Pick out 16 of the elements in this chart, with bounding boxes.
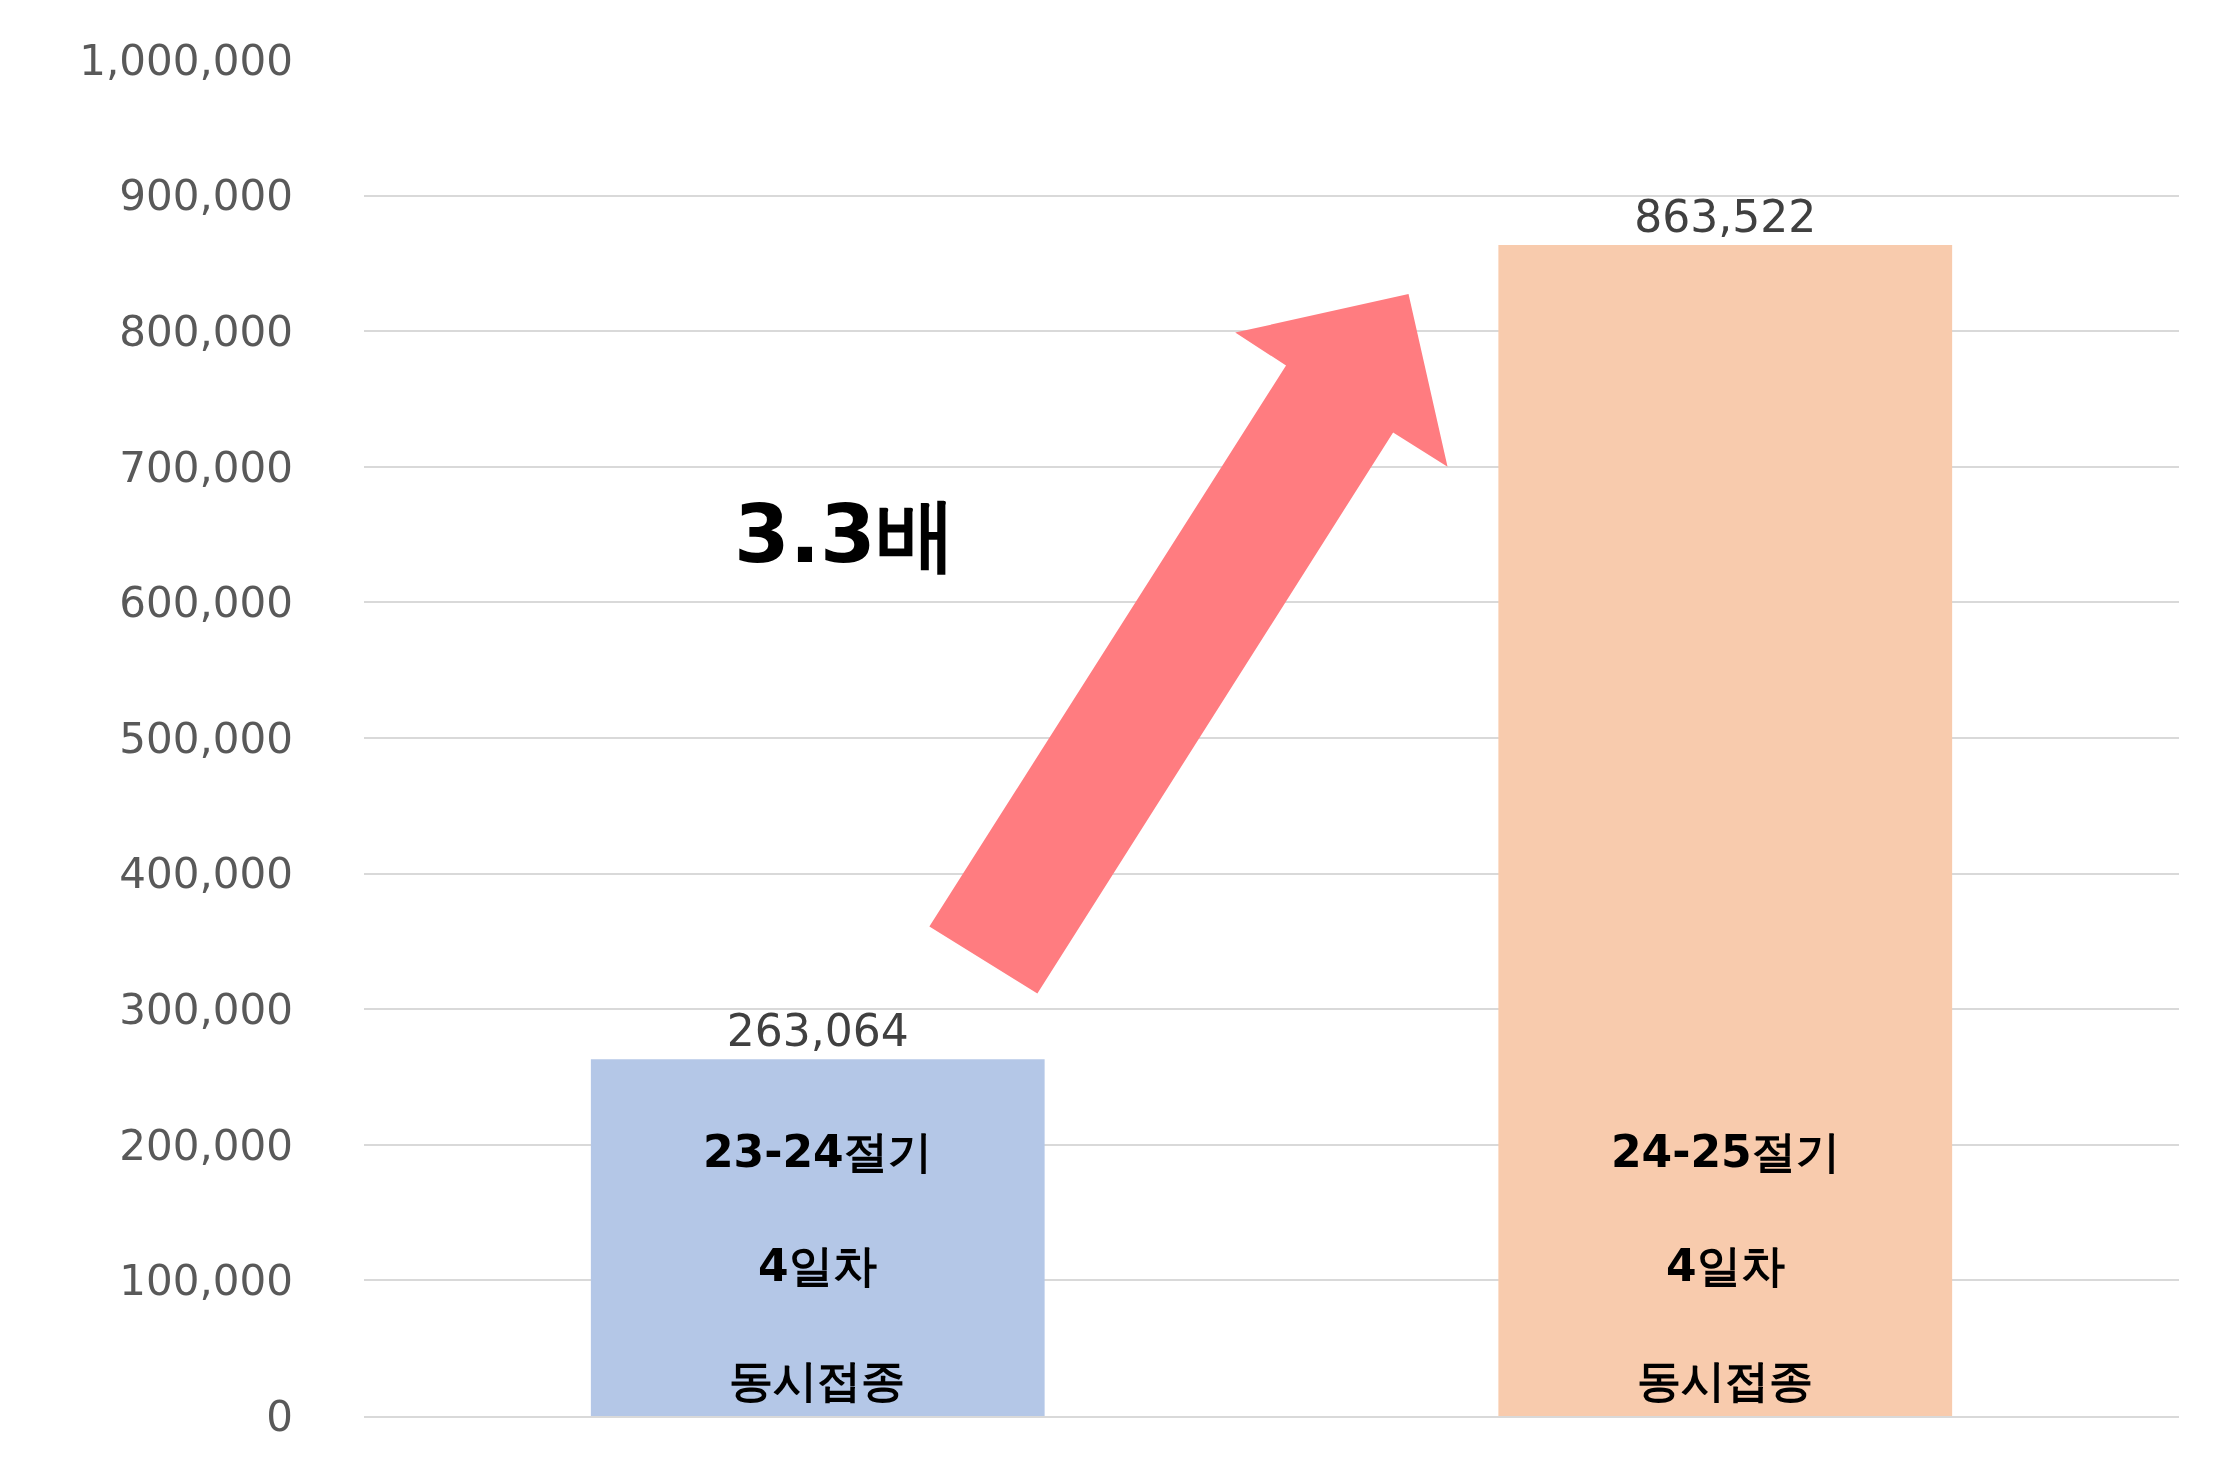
y-tick-label: 800,000 [119, 306, 293, 356]
y-tick-label: 900,000 [119, 171, 293, 221]
y-tick-label: 1,000,000 [79, 35, 293, 85]
y-tick-label: 200,000 [119, 1120, 293, 1170]
category-label: 23-24절기 4일차 동시접종 [703, 1126, 932, 1406]
category-label: 24-25절기 4일차 동시접종 [1611, 1126, 1840, 1406]
y-tick-label: 600,000 [119, 578, 293, 628]
y-tick-label: 400,000 [119, 849, 293, 899]
data-label: 863,522 [1634, 191, 1817, 243]
y-tick-label: 300,000 [119, 984, 293, 1034]
y-tick-label: 500,000 [119, 713, 293, 763]
annotation: 3.3배 [734, 488, 956, 581]
y-tick-label: 0 [266, 1391, 293, 1441]
data-label: 263,064 [726, 1005, 909, 1057]
y-tick-label: 100,000 [119, 1256, 293, 1306]
y-tick-label: 700,000 [119, 442, 293, 492]
